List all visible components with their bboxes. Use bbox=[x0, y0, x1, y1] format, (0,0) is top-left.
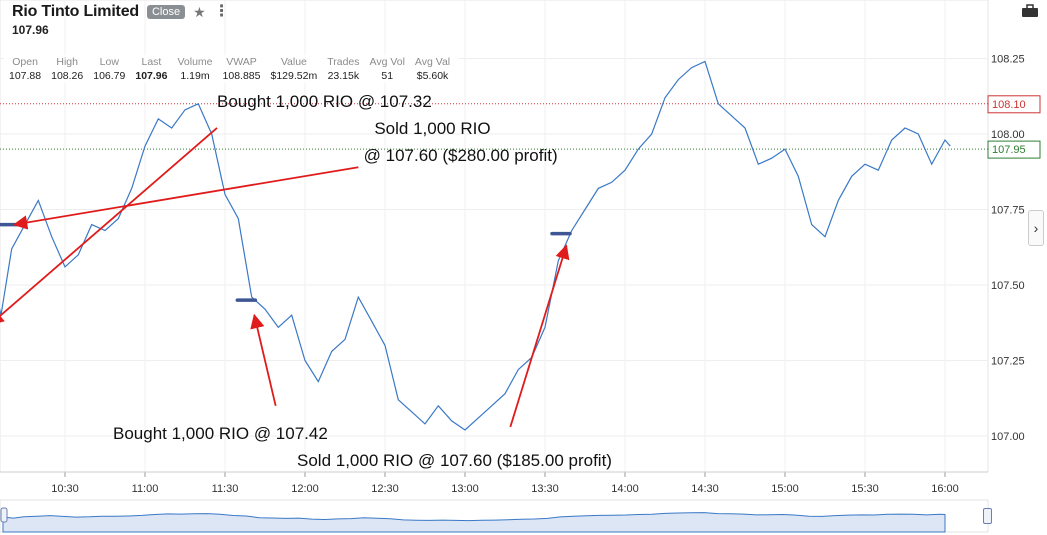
stat-label: Avg Vol bbox=[369, 56, 405, 68]
stat-trades: Trades 23.15k bbox=[322, 55, 364, 83]
stat-value: 107.96 bbox=[135, 70, 168, 82]
stat-value: 107.88 bbox=[9, 70, 42, 82]
navigator-handle[interactable] bbox=[983, 508, 992, 524]
annotation-arrow bbox=[0, 127, 218, 326]
price-line bbox=[0, 60, 951, 431]
stat-value: $5.60k bbox=[416, 70, 449, 82]
stat-value: 51 bbox=[381, 70, 394, 82]
annotation-text: @ 107.60 ($280.00 profit) bbox=[364, 146, 558, 165]
stat-low: Low 106.79 bbox=[88, 55, 130, 83]
x-tick-label: 11:00 bbox=[132, 483, 159, 495]
y-axis: 107.00 107.25 107.50 107.75 108.00 108.25 bbox=[991, 54, 1025, 444]
x-tick-label: 16:00 bbox=[931, 483, 959, 495]
price-levels: 108.10 107.95 bbox=[0, 95, 1041, 159]
price-series bbox=[0, 60, 951, 431]
stats-bar: Open 107.88 High 108.26 Low 106.79 Last 107.… bbox=[4, 55, 460, 83]
stat-label: Volume bbox=[177, 56, 213, 68]
x-tick-label: 15:30 bbox=[851, 483, 879, 495]
price-level-label: 107.95 bbox=[992, 144, 1026, 156]
annotations: Bought 1,000 RIO @ 107.32 Sold 1,000 RIO @… bbox=[113, 92, 612, 470]
stat-label: Last bbox=[141, 56, 162, 68]
star-icon[interactable]: ★ bbox=[193, 3, 206, 20]
annotation-arrow bbox=[250, 313, 277, 407]
y-tick-label: 107.25 bbox=[991, 356, 1025, 368]
y-tick-label: 107.50 bbox=[991, 280, 1025, 292]
annotation-arrows bbox=[0, 127, 570, 428]
price-level-label: 108.10 bbox=[992, 99, 1026, 111]
annotation-arrow bbox=[509, 244, 570, 428]
y-tick-label: 107.75 bbox=[991, 205, 1025, 217]
annotation-text: Bought 1,000 RIO @ 107.32 bbox=[217, 92, 432, 111]
x-tick-label: 12:00 bbox=[291, 483, 319, 495]
security-title: Rio Tinto Limited bbox=[12, 3, 139, 20]
stat-value: 108.26 bbox=[51, 70, 84, 82]
stat-label: Open bbox=[12, 56, 38, 68]
last-price: 107.96 bbox=[12, 23, 49, 37]
x-tick-label: 13:00 bbox=[451, 483, 479, 495]
more-vertical-icon[interactable]: ⋮ bbox=[214, 4, 230, 20]
y-tick-label: 108.00 bbox=[991, 129, 1025, 141]
stat-label: Trades bbox=[327, 56, 360, 68]
stat-label: Low bbox=[99, 56, 119, 68]
annotation-text: Sold 1,000 RIO @ 107.60 ($185.00 profit) bbox=[297, 451, 612, 470]
x-tick-label: 14:00 bbox=[611, 483, 639, 495]
stat-last: Last 107.96 bbox=[130, 55, 172, 83]
stat-value: 1.19m bbox=[180, 70, 210, 82]
stat-high: High 108.26 bbox=[46, 55, 88, 83]
x-axis: 10:30 11:00 11:30 12:00 12:30 13:00 13:30 14:00… bbox=[0, 471, 988, 495]
stat-label: VWAP bbox=[226, 56, 257, 68]
y-tick-label: 107.00 bbox=[991, 431, 1025, 443]
stat-value-traded: Value $129.52m bbox=[266, 55, 323, 83]
annotation-text: Sold 1,000 RIO bbox=[374, 119, 490, 138]
stat-value: 23.15k bbox=[327, 70, 360, 82]
stat-avg-val: Avg Val $5.60k bbox=[410, 55, 455, 83]
x-tick-label: 11:30 bbox=[212, 483, 239, 495]
stat-label: High bbox=[56, 56, 78, 68]
stat-value: 108.885 bbox=[222, 70, 261, 82]
x-tick-label: 15:00 bbox=[771, 483, 799, 495]
stat-label: Value bbox=[280, 56, 307, 68]
annotation-text: Bought 1,000 RIO @ 107.42 bbox=[113, 424, 328, 443]
stat-value: $129.52m bbox=[270, 70, 318, 82]
y-tick-label: 108.25 bbox=[991, 54, 1025, 66]
stat-label: Avg Val bbox=[414, 56, 451, 68]
briefcase-icon[interactable] bbox=[1019, 4, 1041, 18]
annotation-arrow bbox=[12, 166, 359, 230]
x-tick-label: 12:30 bbox=[371, 483, 399, 495]
x-tick-label: 10:30 bbox=[51, 483, 79, 495]
navigator-handle-left bbox=[0, 507, 8, 523]
status-badge: Close bbox=[146, 5, 186, 19]
price-level-box bbox=[987, 140, 1041, 159]
chevron-right-icon[interactable]: › bbox=[1028, 210, 1044, 246]
stat-vwap: VWAP 108.885 bbox=[218, 55, 266, 83]
stat-open: Open 107.88 bbox=[4, 55, 46, 83]
stat-value: 106.79 bbox=[93, 70, 126, 82]
stat-avg-vol: Avg Vol 51 bbox=[365, 55, 410, 83]
x-tick-label: 14:30 bbox=[691, 483, 719, 495]
x-tick-label: 13:30 bbox=[531, 483, 559, 495]
navigator-area bbox=[2, 512, 946, 533]
price-level-box bbox=[987, 95, 1041, 114]
navigator[interactable] bbox=[0, 499, 989, 533]
chart-header: Rio Tinto Limited Close ★ ⋮ 107.96 bbox=[12, 3, 230, 37]
stat-volume: Volume 1.19m bbox=[173, 55, 218, 83]
